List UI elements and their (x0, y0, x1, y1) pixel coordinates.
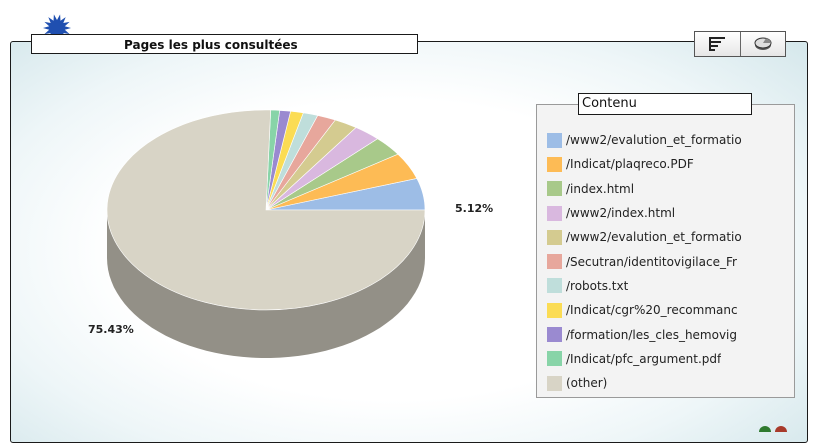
legend-label: /index.html (566, 181, 635, 196)
legend-swatch (547, 278, 562, 294)
pie-view-icon (754, 37, 772, 50)
legend-item-2[interactable]: /index.html (547, 177, 779, 201)
pie-slice-10[interactable] (106, 109, 426, 311)
legend-item-7[interactable]: /Indicat/cgr%20_recommanc (547, 298, 779, 322)
legend-items: /www2/evalution_et_formatio/Indicat/plaq… (547, 128, 779, 395)
legend-swatch (547, 302, 562, 318)
pie-slice-side-10 (107, 210, 425, 358)
pie-view-button[interactable] (739, 32, 786, 56)
view-toolbar (694, 31, 786, 57)
legend-item-3[interactable]: /www2/index.html (547, 201, 779, 225)
pie-chart (106, 109, 426, 358)
legend-item-0[interactable]: /www2/evalution_et_formatio (547, 128, 779, 152)
data-label-other-slice: 75.43% (88, 323, 134, 336)
list-view-icon (709, 37, 726, 51)
legend-swatch (547, 327, 562, 343)
legend-item-1[interactable]: /Indicat/plaqreco.PDF (547, 152, 779, 176)
legend-label: /Indicat/pfc_argument.pdf (566, 351, 722, 366)
legend-label: /Secutran/identitovigilace_Fr (566, 254, 737, 269)
data-label-first-slice: 5.12% (455, 202, 494, 215)
legend-swatch (547, 156, 562, 172)
legend-label: /robots.txt (566, 278, 629, 293)
legend-item-10[interactable]: (other) (547, 371, 779, 395)
legend-item-4[interactable]: /www2/evalution_et_formatio (547, 225, 779, 249)
legend-box (536, 104, 795, 398)
legend-title: Contenu (578, 93, 752, 115)
legend-swatch (547, 205, 562, 221)
legend-swatch (547, 229, 562, 245)
legend-label: (other) (566, 376, 608, 391)
legend-item-9[interactable]: /Indicat/pfc_argument.pdf (547, 347, 779, 371)
legend-label: /www2/index.html (566, 206, 676, 221)
corner-decoration-icon (759, 426, 787, 432)
legend-label: /www2/evalution_et_formatio (566, 133, 742, 148)
legend-item-8[interactable]: /formation/les_cles_hemovig (547, 322, 779, 346)
legend-swatch (547, 254, 562, 270)
legend-label: /formation/les_cles_hemovig (566, 327, 738, 342)
chart-title: Pages les plus consultées (31, 34, 418, 54)
legend-swatch (547, 351, 562, 367)
legend-item-6[interactable]: /robots.txt (547, 274, 779, 298)
legend-swatch (547, 375, 562, 391)
legend-item-5[interactable]: /Secutran/identitovigilace_Fr (547, 249, 779, 273)
list-view-button[interactable] (695, 32, 740, 56)
legend-label: /www2/evalution_et_formatio (566, 230, 742, 245)
legend-swatch (547, 181, 562, 197)
legend-label: /Indicat/cgr%20_recommanc (566, 303, 738, 318)
legend-swatch (547, 132, 562, 148)
legend-label: /Indicat/plaqreco.PDF (566, 157, 694, 172)
